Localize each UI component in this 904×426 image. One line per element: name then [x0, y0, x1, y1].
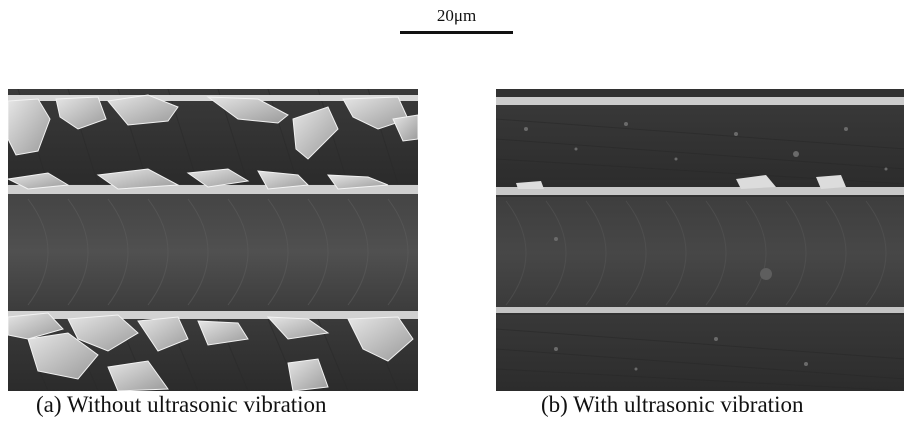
- caption-without-vibration: (a) Without ultrasonic vibration: [36, 392, 327, 417]
- scale-bar-line: [400, 31, 513, 34]
- scale-bar: 20μm: [400, 0, 513, 40]
- sem-image-without-vibration: [8, 89, 418, 391]
- scale-bar-label: 20μm: [436, 6, 477, 25]
- sem-image-with-vibration: [496, 89, 904, 391]
- caption-with-vibration: (b) With ultrasonic vibration: [541, 392, 804, 417]
